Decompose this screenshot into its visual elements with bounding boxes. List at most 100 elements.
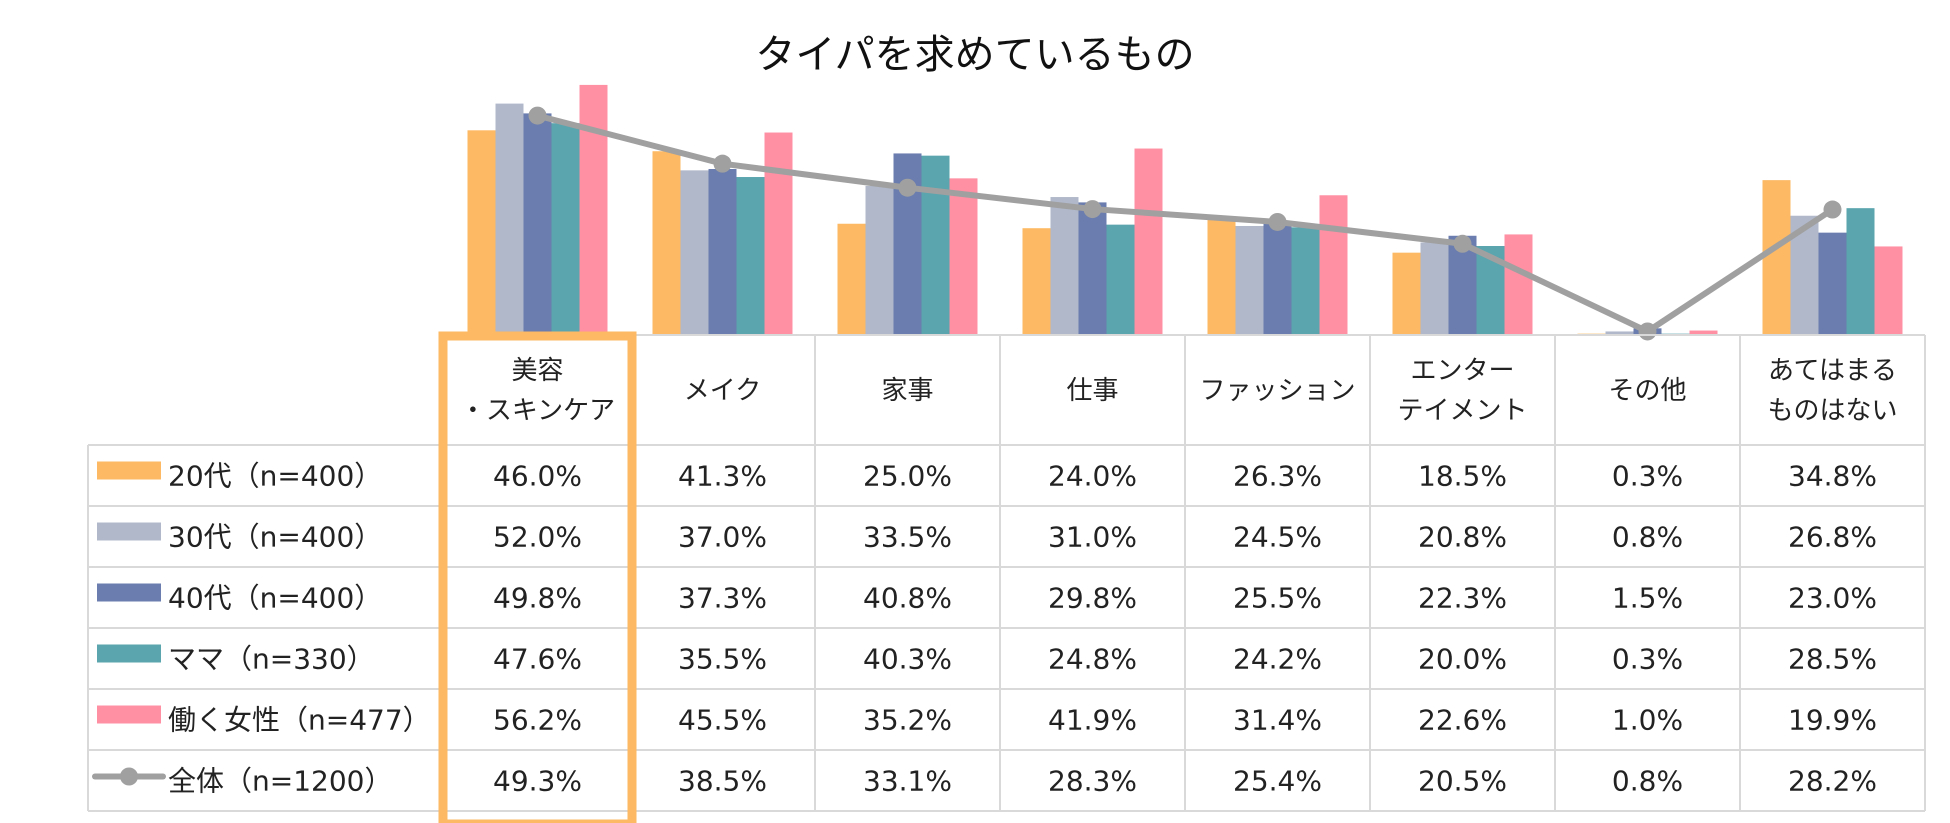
bar-0-4 xyxy=(1207,217,1236,335)
category-label-3: 仕事 xyxy=(1066,376,1118,406)
bar-3-2 xyxy=(921,155,950,335)
cell-4-2: 35.2% xyxy=(863,704,952,737)
bar-2-0 xyxy=(523,113,552,335)
legend-label-2: 40代（n=400） xyxy=(168,582,382,615)
cell-1-6: 0.8% xyxy=(1612,521,1683,554)
legend-label-3: ママ（n=330） xyxy=(168,643,375,676)
bar-1-2 xyxy=(865,185,894,335)
cell-5-3: 28.3% xyxy=(1048,765,1137,798)
bar-4-7 xyxy=(1874,246,1903,335)
cell-4-0: 56.2% xyxy=(493,704,582,737)
legend-swatch-0 xyxy=(97,461,161,480)
bar-1-0 xyxy=(495,103,524,335)
legend-label-4: 働く女性（n=477） xyxy=(168,704,431,737)
line-point-6 xyxy=(1638,322,1657,341)
cell-0-6: 0.3% xyxy=(1612,460,1683,493)
cell-1-2: 33.5% xyxy=(863,521,952,554)
cell-1-0: 52.0% xyxy=(493,521,582,554)
category-label-7-0: あてはまる xyxy=(1768,356,1897,386)
line-series-overall xyxy=(536,112,1835,335)
bar-3-0 xyxy=(551,123,580,336)
cell-5-5: 20.5% xyxy=(1418,765,1507,798)
cell-2-2: 40.8% xyxy=(863,582,952,615)
bar-3-4 xyxy=(1291,227,1320,335)
cell-3-2: 40.3% xyxy=(863,643,952,676)
cell-4-1: 45.5% xyxy=(678,704,767,737)
cell-0-2: 25.0% xyxy=(863,460,952,493)
bar-0-1 xyxy=(652,151,681,335)
line-point-3 xyxy=(1083,200,1102,219)
cell-3-6: 0.3% xyxy=(1612,643,1683,676)
cell-2-4: 25.5% xyxy=(1233,582,1322,615)
legend-swatch-3 xyxy=(97,644,161,663)
bar-4-4 xyxy=(1319,195,1348,335)
bar-2-1 xyxy=(708,169,737,335)
chart-title: タイパを求めているもの xyxy=(755,32,1195,78)
cell-1-4: 24.5% xyxy=(1233,521,1322,554)
cell-0-1: 41.3% xyxy=(678,460,767,493)
category-label-0-1: ・スキンケア xyxy=(460,396,615,426)
bar-2-4 xyxy=(1263,221,1292,335)
bar-1-6 xyxy=(1605,331,1634,335)
bar-1-3 xyxy=(1050,197,1079,335)
cell-3-4: 24.2% xyxy=(1233,643,1322,676)
legend-label-5: 全体（n=1200） xyxy=(168,765,392,798)
line-point-4 xyxy=(1268,212,1287,231)
cell-5-1: 38.5% xyxy=(678,765,767,798)
category-label-4: ファッション xyxy=(1199,376,1355,406)
bar-1-4 xyxy=(1235,225,1264,335)
cell-4-3: 41.9% xyxy=(1048,704,1137,737)
cell-0-0: 46.0% xyxy=(493,460,582,493)
cell-3-5: 20.0% xyxy=(1418,643,1507,676)
cell-1-1: 37.0% xyxy=(678,521,767,554)
cell-4-4: 31.4% xyxy=(1233,704,1322,737)
bar-2-3 xyxy=(1078,202,1107,335)
cell-4-5: 22.6% xyxy=(1418,704,1507,737)
cell-2-1: 37.3% xyxy=(678,582,767,615)
line-point-1 xyxy=(713,154,732,173)
bar-1-5 xyxy=(1420,242,1449,335)
category-label-6: その他 xyxy=(1608,376,1686,406)
cell-2-3: 29.8% xyxy=(1048,582,1137,615)
legend-swatch-4 xyxy=(97,705,161,724)
cell-1-3: 31.0% xyxy=(1048,521,1137,554)
category-label-1: メイク xyxy=(684,376,761,406)
cell-3-1: 35.5% xyxy=(678,643,767,676)
category-label-2: 家事 xyxy=(881,376,933,406)
bar-0-2 xyxy=(837,223,866,335)
cell-5-0: 49.3% xyxy=(493,765,582,798)
bar-4-6 xyxy=(1689,330,1718,335)
cell-0-5: 18.5% xyxy=(1418,460,1507,493)
line-point-2 xyxy=(898,178,917,197)
line-point-0 xyxy=(528,106,547,125)
bar-1-1 xyxy=(680,170,709,335)
legend-label-0: 20代（n=400） xyxy=(168,460,382,493)
cell-0-3: 24.0% xyxy=(1048,460,1137,493)
cell-5-7: 28.2% xyxy=(1788,765,1877,798)
cell-5-6: 0.8% xyxy=(1612,765,1683,798)
cell-3-0: 47.6% xyxy=(493,643,582,676)
legend-swatch-1 xyxy=(97,522,161,541)
bar-0-0 xyxy=(467,130,496,335)
bar-3-3 xyxy=(1106,224,1135,335)
bar-3-7 xyxy=(1846,208,1875,335)
legend-swatch-2 xyxy=(97,583,161,602)
bar-0-5 xyxy=(1392,252,1421,335)
cell-4-6: 1.0% xyxy=(1612,704,1683,737)
cell-0-7: 34.8% xyxy=(1788,460,1877,493)
cell-0-4: 26.3% xyxy=(1233,460,1322,493)
legend-label-1: 30代（n=400） xyxy=(168,521,382,554)
cell-2-7: 23.0% xyxy=(1788,582,1877,615)
cell-1-7: 26.8% xyxy=(1788,521,1877,554)
cell-5-4: 25.4% xyxy=(1233,765,1322,798)
cell-5-2: 33.1% xyxy=(863,765,952,798)
bar-4-1 xyxy=(764,132,793,335)
cell-3-3: 24.8% xyxy=(1048,643,1137,676)
line-point-5 xyxy=(1453,234,1472,253)
cell-2-5: 22.3% xyxy=(1418,582,1507,615)
cell-3-7: 28.5% xyxy=(1788,643,1877,676)
bar-4-5 xyxy=(1504,234,1533,335)
bar-4-0 xyxy=(579,84,608,335)
